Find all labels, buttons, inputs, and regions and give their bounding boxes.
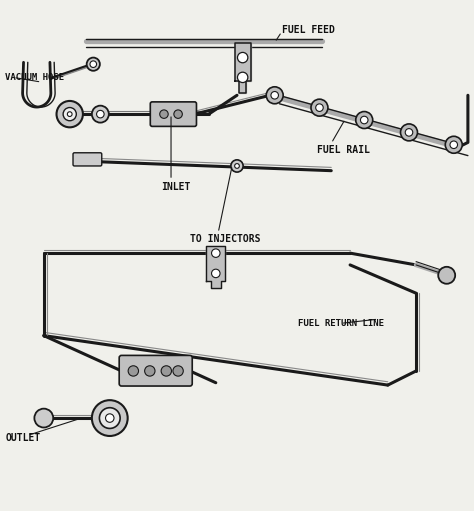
FancyBboxPatch shape: [150, 102, 197, 126]
Circle shape: [450, 141, 457, 149]
Polygon shape: [206, 246, 225, 289]
Circle shape: [174, 110, 182, 119]
Circle shape: [360, 117, 368, 124]
Circle shape: [92, 106, 109, 123]
Circle shape: [145, 366, 155, 376]
Circle shape: [438, 267, 455, 284]
Text: OUTLET: OUTLET: [5, 433, 40, 444]
Circle shape: [63, 107, 76, 121]
FancyBboxPatch shape: [119, 355, 192, 386]
Circle shape: [90, 61, 97, 67]
Circle shape: [231, 160, 243, 172]
Circle shape: [445, 136, 462, 153]
Circle shape: [56, 101, 83, 127]
Text: VACUUM HOSE: VACUUM HOSE: [5, 73, 64, 82]
Circle shape: [311, 99, 328, 116]
Circle shape: [100, 408, 120, 428]
Circle shape: [316, 104, 323, 111]
Text: TO INJECTORS: TO INJECTORS: [190, 235, 260, 244]
Circle shape: [401, 124, 418, 141]
Text: FUEL RAIL: FUEL RAIL: [317, 145, 370, 155]
Polygon shape: [235, 43, 251, 93]
Circle shape: [161, 366, 172, 376]
Circle shape: [67, 112, 72, 117]
Circle shape: [235, 164, 239, 168]
Text: FUEL FEED: FUEL FEED: [282, 25, 335, 35]
Text: FUEL RETURN LINE: FUEL RETURN LINE: [298, 319, 384, 328]
FancyBboxPatch shape: [73, 153, 102, 166]
Circle shape: [237, 53, 248, 63]
Circle shape: [266, 87, 283, 104]
Circle shape: [356, 111, 373, 128]
Circle shape: [106, 414, 114, 422]
Circle shape: [237, 72, 248, 83]
Circle shape: [92, 400, 128, 436]
Circle shape: [128, 366, 138, 376]
Circle shape: [271, 91, 278, 99]
Circle shape: [173, 366, 183, 376]
Text: INLET: INLET: [162, 182, 191, 192]
Circle shape: [97, 110, 104, 118]
Circle shape: [211, 269, 220, 277]
Circle shape: [160, 110, 168, 119]
Circle shape: [87, 58, 100, 71]
Circle shape: [405, 129, 413, 136]
Circle shape: [35, 409, 53, 428]
Circle shape: [211, 249, 220, 258]
